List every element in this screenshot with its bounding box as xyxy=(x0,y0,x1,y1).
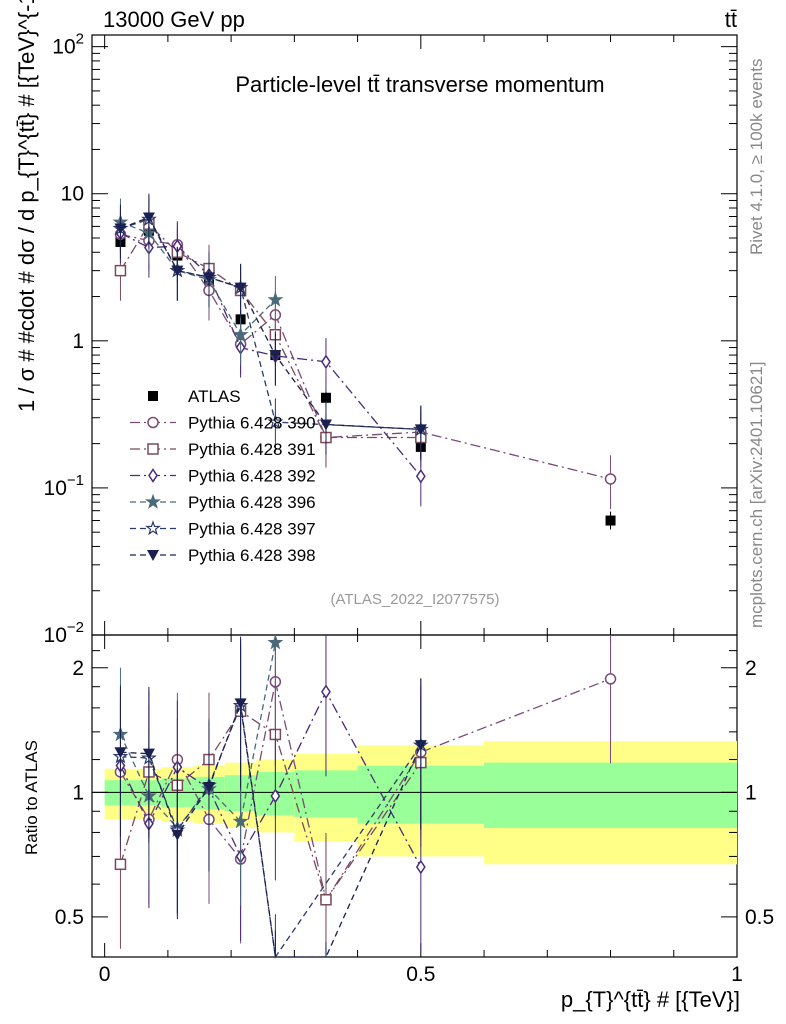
ratio-series-pythia-6-428-398 xyxy=(114,636,427,958)
series-pythia-6-428-396 xyxy=(112,198,284,365)
tick-base: 10 xyxy=(44,624,67,647)
main-series-layer xyxy=(112,193,617,530)
x-tick-label: 0.5 xyxy=(406,963,435,986)
legend-marker xyxy=(148,468,158,483)
ratio-data-point xyxy=(234,698,247,710)
ratio-band-inner xyxy=(484,762,737,828)
series-pythia-6-428-390 xyxy=(114,210,617,510)
ratio-y-tick-label-right: 0.5 xyxy=(745,906,774,929)
x-tick-label: 0 xyxy=(99,963,111,986)
data-point xyxy=(114,264,127,277)
series-line xyxy=(120,218,421,431)
data-point xyxy=(321,354,331,370)
data-point xyxy=(604,473,617,485)
tick-base: 10 xyxy=(44,477,67,500)
mcplots-label: mcplots.cern.ch [arXiv:2401.10621] xyxy=(747,362,766,628)
legend-marker xyxy=(145,520,161,536)
ratio-data-point xyxy=(320,894,332,906)
legend-label: Pythia 6.428 392 xyxy=(188,467,316,486)
series-pythia-6-428-398 xyxy=(114,193,427,460)
ratio-y-tick-label: 2 xyxy=(72,657,84,680)
ratio-data-point xyxy=(142,748,155,760)
data-point xyxy=(269,350,282,362)
analysis-watermark: (ATLAS_2022_I2077575) xyxy=(330,591,499,608)
legend-marker xyxy=(145,493,161,509)
data-point xyxy=(202,272,215,284)
x-tick-label: 1 xyxy=(731,963,743,986)
y-tick-label: 1 xyxy=(72,330,84,353)
ratio-data-point xyxy=(267,634,284,650)
series-line xyxy=(120,232,422,477)
data-point xyxy=(605,515,616,526)
legend-marker xyxy=(148,391,158,401)
ratio-series-line xyxy=(120,703,422,958)
legend-label: Pythia 6.428 390 xyxy=(188,414,316,433)
tick-exponent: 2 xyxy=(76,31,84,48)
tick-exponent: −1 xyxy=(67,472,84,489)
legend-label: Pythia 6.428 397 xyxy=(188,520,316,539)
series-line xyxy=(120,216,421,431)
main-y-axis-label: 1 / σ # #cdot # dσ / d p_{T}^{tt̄} # [{T… xyxy=(14,0,39,412)
ratio-y-tick-label: 1 xyxy=(72,781,84,804)
ratio-data-point xyxy=(171,829,184,841)
process-label: tt̄ xyxy=(725,7,737,32)
legend-label: ATLAS xyxy=(188,387,241,406)
ratio-series-line xyxy=(119,690,422,868)
tick-base: 10 xyxy=(52,36,75,59)
ratio-band-inner xyxy=(294,770,358,818)
data-point xyxy=(234,282,247,294)
data-point xyxy=(415,468,426,484)
data-point xyxy=(319,419,332,431)
legend-label: Pythia 6.428 391 xyxy=(188,440,316,459)
ratio-series-layer xyxy=(112,634,617,959)
legend-marker xyxy=(147,550,159,561)
ratio-data-point xyxy=(232,813,249,829)
ratio-y-tick-label-right: 1 xyxy=(745,781,757,804)
ratio-data-point xyxy=(414,740,427,752)
chart-title: Particle-level tt̄ transverse momentum xyxy=(235,72,604,97)
legend-label: Pythia 6.428 398 xyxy=(188,546,316,565)
data-point xyxy=(414,424,427,436)
data-point xyxy=(320,392,331,403)
data-point xyxy=(267,291,284,307)
x-axis-label: p_{T}^{tt̄} # [{TeV}] xyxy=(561,987,740,1012)
ratio-data-point xyxy=(604,673,617,685)
tick-base: 10 xyxy=(61,183,84,206)
legend: ATLAS Pythia 6.428 390 Pythia 6.428 391 Pyt… xyxy=(130,387,316,565)
tick-base: 1 xyxy=(72,330,84,353)
data-point xyxy=(171,265,184,277)
rivet-version-label: Rivet 4.1.0, ≥ 100k events xyxy=(747,59,766,255)
ratio-axis-ticks: 0.5 0.5 1 1 2 2 0 0.5 1 xyxy=(55,635,774,986)
data-point xyxy=(232,326,249,342)
ratio-y-tick-label-right: 2 xyxy=(745,657,757,680)
legend-label: Pythia 6.428 396 xyxy=(188,493,316,512)
ratio-data-point xyxy=(114,858,127,871)
ratio-data-point xyxy=(114,747,127,759)
y-tick-label: 10−1 xyxy=(44,472,84,500)
data-point xyxy=(142,212,155,224)
ratio-data-point xyxy=(202,782,215,794)
data-point xyxy=(114,223,127,235)
ratio-data-point xyxy=(321,684,331,700)
energy-label: 13000 GeV pp xyxy=(103,7,245,32)
y-tick-label: 10 xyxy=(61,183,84,206)
ratio-data-point xyxy=(415,859,426,875)
legend-marker xyxy=(147,416,159,429)
ratio-y-axis-label: Ratio to ATLAS xyxy=(22,740,41,855)
main-plot-frame xyxy=(91,34,738,636)
tick-exponent: −2 xyxy=(67,619,84,636)
ratio-y-tick-label: 0.5 xyxy=(55,906,84,929)
y-tick-label-clipped: 10−2 xyxy=(44,619,84,647)
ratio-data-point xyxy=(270,788,281,804)
y-tick-label: 102 xyxy=(52,31,84,59)
ratio-series-line xyxy=(119,678,611,902)
data-point xyxy=(267,413,284,429)
legend-marker xyxy=(147,443,159,455)
